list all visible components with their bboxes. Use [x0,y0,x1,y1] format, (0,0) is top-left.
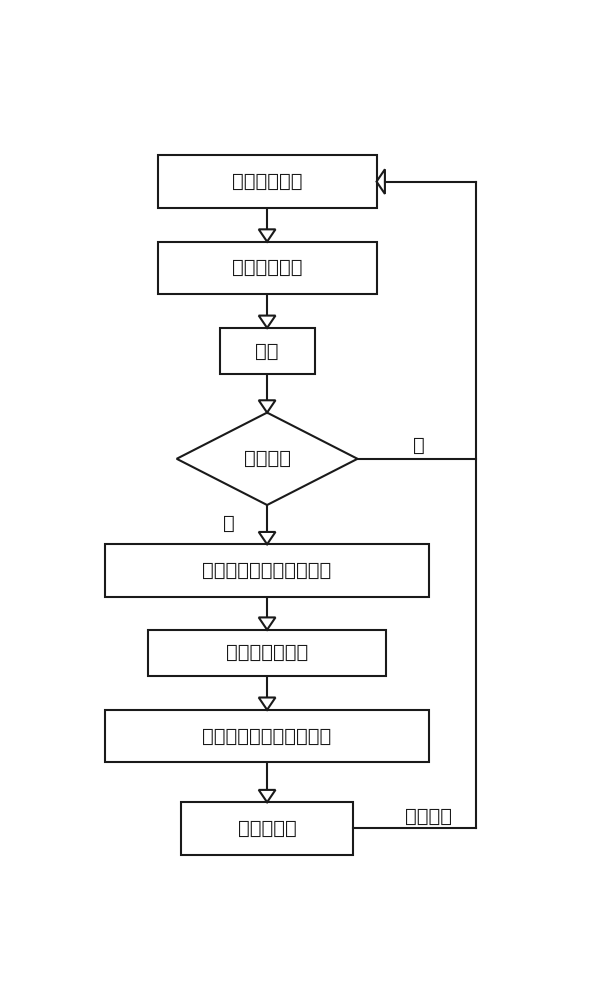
Text: 选择样品分析方法预运行: 选择样品分析方法预运行 [203,561,332,580]
Text: 无进样运行: 无进样运行 [238,819,297,838]
Text: 杂质消除: 杂质消除 [244,449,290,468]
Bar [106,544,429,597]
Bar [158,155,376,208]
Text: 选择样品分析方法预运行: 选择样品分析方法预运行 [203,726,332,746]
Bar [158,242,376,294]
Bar [182,802,353,855]
Text: 老化: 老化 [255,342,279,360]
Bar [220,328,315,374]
Text: 发现杂质残留: 发现杂质残留 [232,258,302,277]
Text: 是: 是 [413,435,426,454]
Bar [106,710,429,762]
Text: 否: 否 [223,514,235,533]
Bar [148,630,386,676]
Text: 仪器连续运行: 仪器连续运行 [232,172,302,191]
Text: 杂质消除: 杂质消除 [405,807,453,826]
Text: 注入清洗剂运行: 注入清洗剂运行 [226,643,308,662]
